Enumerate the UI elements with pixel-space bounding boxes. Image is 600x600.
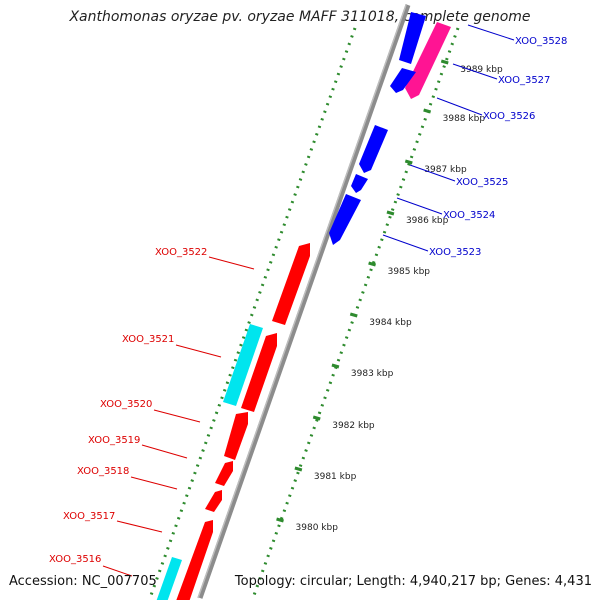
gene-feature-xoo-3523[interactable] — [329, 194, 361, 245]
kbp-label: 3984 kbp — [369, 318, 412, 328]
forward-leader-line — [153, 409, 201, 423]
gene-label-xoo-3521[interactable]: XOO_3521 — [122, 334, 174, 345]
inner-dotted-track — [251, 27, 460, 599]
forward-leader-line — [208, 256, 255, 270]
gene-label-xoo-3528[interactable]: XOO_3528 — [515, 36, 567, 47]
forward-leader-line — [102, 565, 133, 577]
reverse-leader-line — [396, 197, 443, 215]
gene-label-xoo-3522[interactable]: XOO_3522 — [155, 247, 207, 258]
reverse-leader-line — [452, 63, 498, 80]
kbp-label: 3989 kbp — [460, 65, 503, 75]
genome-backbone-highlight — [197, 4, 407, 599]
reverse-strand-genes — [329, 12, 451, 245]
kbp-tick — [423, 108, 432, 114]
kbp-tick — [349, 312, 358, 318]
gene-feature-xoo-3521[interactable] — [241, 333, 277, 412]
forward-leader-line — [141, 444, 188, 459]
kbp-label: 3988 kbp — [443, 114, 486, 124]
accession-label: Accession: NC_007705 — [9, 574, 157, 589]
gene-feature-cyan-xoo-3516[interactable] — [156, 557, 182, 600]
kbp-tick — [276, 517, 284, 523]
gene-label-xoo-3525[interactable]: XOO_3525 — [456, 177, 508, 188]
forward-strand-genes — [156, 243, 310, 600]
gene-feature-xoo-3517[interactable] — [205, 490, 222, 512]
kbp-tick — [294, 466, 303, 472]
forward-leader-line — [130, 476, 178, 490]
kbp-label: 3980 kbp — [296, 523, 339, 533]
kbp-label: 3983 kbp — [351, 369, 394, 379]
kbp-tick — [368, 261, 377, 267]
gene-feature-xoo-3527[interactable] — [390, 68, 416, 93]
kbp-label: 3987 kbp — [424, 165, 467, 175]
gene-label-xoo-3526[interactable]: XOO_3526 — [483, 111, 535, 122]
kbp-label: 3981 kbp — [314, 472, 357, 482]
gene-feature-xoo-3516[interactable] — [176, 520, 213, 600]
forward-leader-line — [116, 520, 163, 533]
gene-label-xoo-3527[interactable]: XOO_3527 — [498, 75, 550, 86]
reverse-leader-line — [467, 24, 515, 41]
gene-label-xoo-3518[interactable]: XOO_3518 — [77, 466, 129, 477]
kbp-tick — [440, 59, 449, 65]
kbp-ticks: 3980 kbp 3981 kbp 3982 kbp 3983 kbp 3984 kbp… — [276, 59, 503, 533]
gene-feature-xoo-3518[interactable] — [215, 461, 233, 486]
gene-feature-xoo-3522[interactable] — [272, 243, 310, 325]
kbp-label: 3985 kbp — [388, 267, 431, 277]
gene-label-xoo-3519[interactable]: XOO_3519 — [88, 435, 140, 446]
gene-label-xoo-3523[interactable]: XOO_3523 — [429, 247, 481, 258]
gene-feature-xoo-3528-magenta[interactable] — [405, 22, 451, 99]
topology-label: Topology: circular; Length: 4,940,217 bp… — [234, 574, 592, 589]
kbp-label: 3986 kbp — [406, 216, 449, 226]
kbp-tick — [404, 159, 413, 165]
outer-dotted-track — [148, 27, 357, 599]
gene-leader-lines — [102, 24, 515, 577]
kbp-tick — [386, 210, 395, 216]
gene-label-xoo-3517[interactable]: XOO_3517 — [63, 511, 115, 522]
genome-backbone — [197, 4, 411, 599]
reverse-leader-line — [436, 97, 483, 116]
gene-feature-xoo-3528[interactable] — [399, 12, 426, 64]
forward-leader-line — [175, 344, 222, 358]
gene-feature-xoo-3525[interactable] — [359, 125, 388, 173]
reverse-leader-line — [409, 164, 456, 182]
gene-label-xoo-3520[interactable]: XOO_3520 — [100, 399, 152, 410]
forward-gene-labels: XOO_3516 XOO_3517 XOO_3518 XOO_3519 XOO_… — [49, 247, 207, 565]
gene-feature-xoo-3519[interactable] — [224, 412, 248, 460]
reverse-gene-labels: XOO_3523 XOO_3524 XOO_3525 XOO_3526 XOO_… — [429, 36, 567, 258]
gene-label-xoo-3516[interactable]: XOO_3516 — [49, 554, 101, 565]
reverse-leader-line — [382, 234, 429, 252]
kbp-tick — [312, 415, 321, 421]
gene-feature-xoo-3524[interactable] — [351, 174, 368, 193]
gene-label-xoo-3524[interactable]: XOO_3524 — [443, 210, 495, 221]
kbp-label: 3982 kbp — [332, 421, 375, 431]
gene-feature-cyan-xoo-3521[interactable] — [223, 324, 263, 406]
kbp-tick — [331, 363, 340, 369]
